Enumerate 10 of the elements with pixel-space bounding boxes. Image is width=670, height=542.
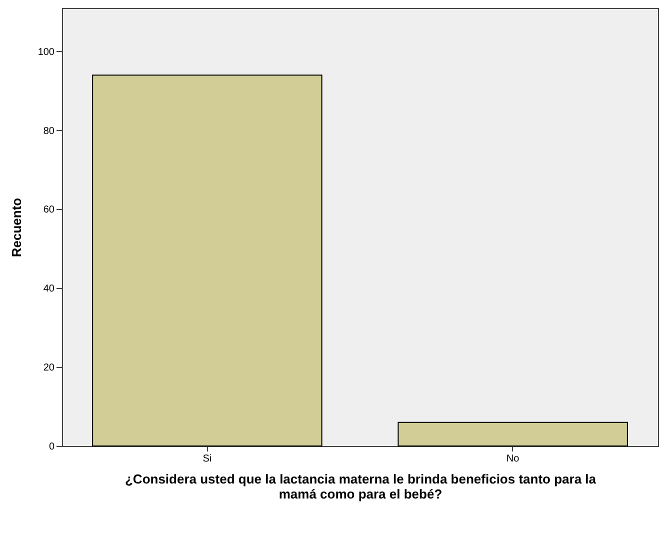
y-tick-label: 80 bbox=[43, 126, 55, 137]
x-axis-title: ¿Considera usted que la lactancia materna le brinda beneficios tanto para la mamá como para el bebé? bbox=[124, 472, 597, 502]
y-axis-title: Recuento bbox=[8, 198, 24, 258]
y-tick-label: 100 bbox=[38, 46, 55, 58]
y-tick-label: 0 bbox=[48, 442, 55, 452]
y-tick-label: 60 bbox=[43, 204, 55, 216]
y-tick-label: 40 bbox=[43, 284, 55, 295]
y-tick-label: 20 bbox=[43, 362, 55, 374]
x-tick-label: Si bbox=[202, 454, 212, 464]
x-tick-label: No bbox=[506, 454, 520, 464]
